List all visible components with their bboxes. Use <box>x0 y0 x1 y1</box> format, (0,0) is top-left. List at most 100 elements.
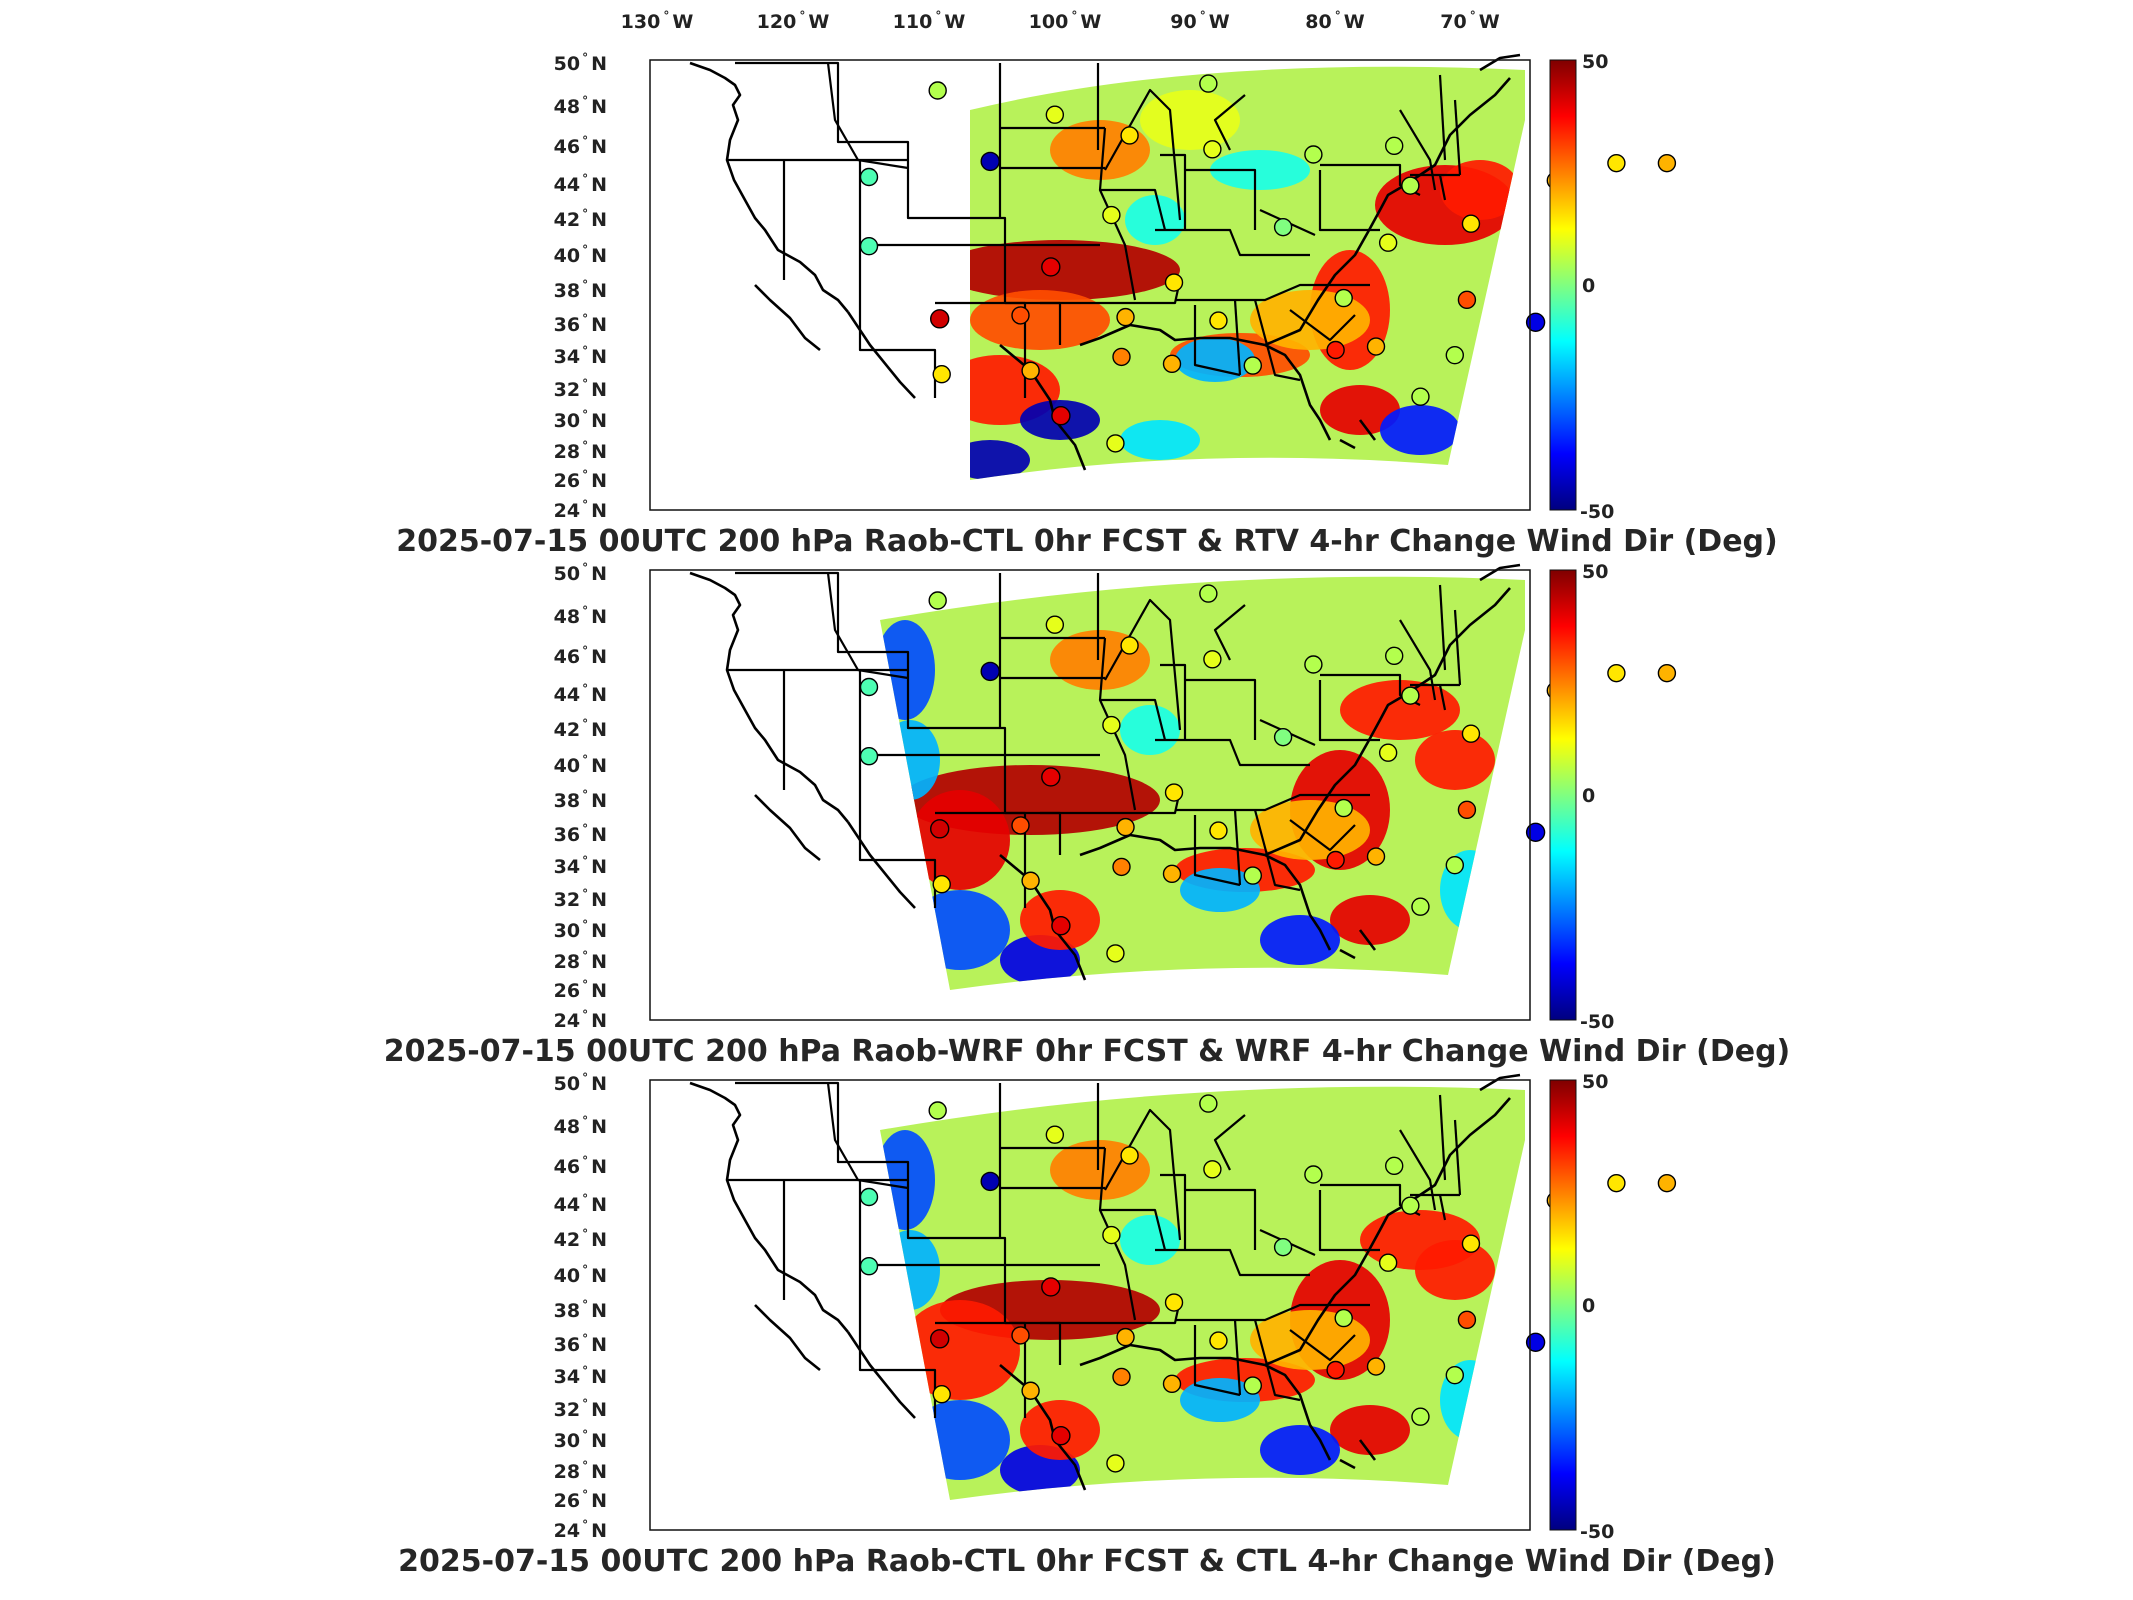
latitude-tick-label: 50 ° N <box>554 561 607 585</box>
raob-station-marker <box>1106 434 1125 453</box>
raob-station-marker <box>859 1256 879 1276</box>
raob-station-marker <box>1011 1326 1030 1345</box>
raob-station-marker <box>1243 1376 1263 1395</box>
raob-station-marker <box>1199 584 1218 603</box>
field-anomaly <box>910 890 1010 970</box>
colorbar <box>1549 1079 1577 1531</box>
map-panel: 50 ° N 48 ° N 46 ° N 44 ° N 42 ° N 40 ° N 38 ° N 36 ° N 34 ° N 32 ° N… <box>384 561 1791 1069</box>
raob-station-marker <box>980 1171 1000 1192</box>
longitude-tick-label: 80 ° W <box>1305 9 1364 33</box>
raob-station-marker <box>1525 822 1546 843</box>
raob-station-marker <box>1011 816 1030 835</box>
raob-station-marker <box>859 746 879 766</box>
raob-station-marker <box>1120 636 1139 655</box>
field-anomaly <box>1415 730 1495 790</box>
raob-station-marker <box>930 819 950 839</box>
field-anomaly <box>900 1300 1020 1400</box>
raob-station-marker <box>1607 153 1626 173</box>
latitude-tick-label: 42 ° N <box>554 207 607 231</box>
raob-station-marker <box>1411 897 1430 916</box>
colorbar-max-label: 50 <box>1582 1071 1608 1093</box>
colorbar-max-label: 50 <box>1582 51 1608 73</box>
raob-station-marker <box>1304 655 1323 674</box>
colorbar-max-label: 50 <box>1582 561 1608 583</box>
panel-title: 2025-07-15 00UTC 200 hPa Raob-CTL 0hr FC… <box>396 524 1778 559</box>
latitude-tick-label: 30 ° N <box>554 408 607 432</box>
longitude-tick-label: 90 ° W <box>1170 9 1229 33</box>
latitude-tick-label: 50 ° N <box>554 1071 607 1095</box>
field-anomaly <box>970 440 1030 480</box>
raob-station-marker <box>1112 347 1131 367</box>
latitude-tick-label: 48 ° N <box>554 94 607 118</box>
raob-station-marker <box>1445 855 1465 875</box>
field-anomaly <box>910 790 1010 890</box>
latitude-tick-label: 32 ° N <box>554 887 607 911</box>
raob-station-marker <box>1366 337 1386 356</box>
raob-station-marker <box>1401 686 1420 705</box>
longitude-tick-label: 130 ° W <box>621 9 694 33</box>
field-anomaly <box>1320 385 1400 435</box>
field-anomaly <box>880 1230 940 1310</box>
latitude-tick-label: 36 ° N <box>554 312 607 336</box>
field-anomaly <box>1260 1425 1340 1475</box>
raob-station-marker <box>1366 847 1386 866</box>
raob-station-marker <box>1041 257 1061 277</box>
raob-station-marker <box>930 1329 950 1349</box>
field-anomaly <box>1125 195 1185 245</box>
wind-direction-field <box>880 1086 1525 1501</box>
raob-station-marker <box>859 677 879 697</box>
raob-station-marker <box>1384 646 1404 666</box>
latitude-tick-label: 38 ° N <box>554 1298 607 1322</box>
colorbar-min-label: -50 <box>1580 1521 1614 1543</box>
field-anomaly <box>1175 338 1255 382</box>
field-anomaly <box>1260 915 1340 965</box>
longitude-tick-label: 100 ° W <box>1029 9 1102 33</box>
latitude-tick-label: 26 ° N <box>554 1488 607 1512</box>
latitude-tick-label: 44 ° N <box>554 1192 607 1216</box>
raob-station-marker <box>1120 126 1139 145</box>
latitude-tick-label: 30 ° N <box>554 918 607 942</box>
raob-station-marker <box>980 661 1000 682</box>
raob-station-marker <box>1021 871 1040 890</box>
raob-station-marker <box>928 591 947 610</box>
field-anomaly <box>1440 160 1520 220</box>
colorbar <box>1549 569 1577 1021</box>
raob-station-marker <box>1203 650 1222 669</box>
latitude-tick-label: 34 ° N <box>554 1364 607 1388</box>
latitude-tick-label: 44 ° N <box>554 172 607 196</box>
field-anomaly <box>1330 1405 1410 1455</box>
field-anomaly <box>1415 1240 1495 1300</box>
raob-station-marker <box>1164 1293 1184 1312</box>
raob-station-marker <box>1243 356 1263 375</box>
panel-title: 2025-07-15 00UTC 200 hPa Raob-WRF 0hr FC… <box>384 1034 1791 1069</box>
field-anomaly <box>1330 895 1410 945</box>
raob-station-marker <box>1411 387 1430 406</box>
latitude-tick-label: 32 ° N <box>554 377 607 401</box>
raob-station-marker <box>1011 306 1030 325</box>
raob-station-marker <box>1401 1196 1420 1215</box>
raob-station-marker <box>1457 290 1477 310</box>
raob-station-marker <box>1304 1165 1323 1184</box>
raob-station-marker <box>1384 1156 1404 1176</box>
latitude-tick-label: 46 ° N <box>554 644 607 668</box>
latitude-tick-label: 28 ° N <box>554 949 607 973</box>
raob-station-marker <box>1461 724 1481 743</box>
colorbar-mid-label: 0 <box>1582 1295 1595 1317</box>
raob-station-marker <box>1657 153 1677 173</box>
raob-station-marker <box>932 875 951 894</box>
raob-station-marker <box>1106 1454 1125 1473</box>
raob-station-marker <box>1102 205 1121 225</box>
raob-station-marker <box>1041 1277 1061 1297</box>
latitude-tick-label: 44 ° N <box>554 682 607 706</box>
raob-station-marker <box>1102 715 1121 735</box>
raob-station-marker <box>1334 1308 1353 1328</box>
latitude-tick-label: 38 ° N <box>554 788 607 812</box>
field-anomaly <box>1120 705 1180 755</box>
raob-station-marker <box>1116 1327 1135 1347</box>
raob-station-marker <box>1203 140 1222 159</box>
raob-station-marker <box>1209 311 1228 330</box>
latitude-tick-label: 32 ° N <box>554 1397 607 1421</box>
latitude-tick-label: 48 ° N <box>554 1114 607 1138</box>
raob-station-marker <box>1607 1173 1626 1193</box>
latitude-tick-label: 50 ° N <box>554 51 607 75</box>
